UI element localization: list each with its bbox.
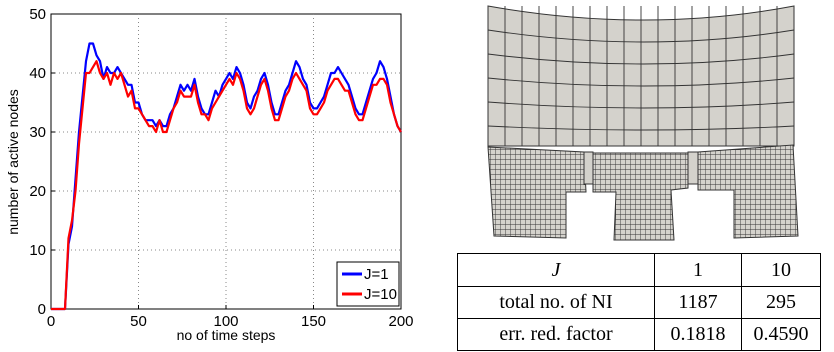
series-line-j1 bbox=[51, 42, 402, 311]
x-tick-label: 0 bbox=[47, 313, 55, 330]
legend-label-j10: J=10 bbox=[364, 286, 397, 303]
legend-box bbox=[336, 261, 400, 307]
table-header-cell: 1 bbox=[654, 253, 742, 287]
table-cell: 1187 bbox=[654, 286, 742, 319]
table-cell: 295 bbox=[741, 286, 821, 319]
y-axis-label: number of active nodes bbox=[5, 89, 21, 235]
y-tick-label: 10 bbox=[29, 242, 46, 259]
coarse-row-line bbox=[487, 77, 795, 87]
plot-area bbox=[50, 13, 402, 310]
mesh-diagram bbox=[487, 5, 799, 241]
coarse-row-line bbox=[487, 101, 795, 109]
x-tick-label: 50 bbox=[130, 313, 147, 330]
table-header-cell: J bbox=[457, 253, 655, 287]
y-tick-label: 0 bbox=[38, 301, 46, 318]
table-row: err. red. factor 0.1818 0.4590 bbox=[457, 318, 821, 351]
y-axis-ticks: 0 10 20 30 40 50 bbox=[29, 6, 55, 318]
results-table: J 1 10 total no. of NI 1187 295 err. red… bbox=[457, 253, 821, 351]
x-axis-ticks: 0 50 100 150 200 bbox=[47, 305, 414, 330]
table-row: total no. of NI 1187 295 bbox=[457, 286, 821, 319]
table-cell: err. red. factor bbox=[457, 318, 655, 351]
coarse-connector-right bbox=[687, 151, 699, 185]
coarse-mesh bbox=[487, 5, 795, 147]
coarse-connector-left bbox=[583, 151, 594, 185]
y-tick-label: 20 bbox=[29, 183, 46, 200]
series-lines bbox=[51, 42, 402, 311]
table-cell: 0.4590 bbox=[741, 318, 821, 351]
x-tick-label: 200 bbox=[388, 313, 413, 330]
coarse-row-line bbox=[487, 53, 795, 65]
series-line-j10 bbox=[51, 60, 402, 311]
fine-block-right bbox=[697, 144, 799, 239]
x-axis-label: no of time steps bbox=[177, 327, 276, 343]
legend-label-j1: J=1 bbox=[364, 266, 389, 283]
legend: J=1 J=10 bbox=[336, 261, 400, 307]
table-header-cell: 10 bbox=[741, 253, 821, 287]
fine-block-middle bbox=[592, 152, 689, 241]
y-tick-label: 50 bbox=[29, 6, 46, 23]
table-header-row: J 1 10 bbox=[457, 253, 821, 287]
y-tick-label: 40 bbox=[29, 65, 46, 82]
coarse-row-line bbox=[487, 125, 795, 131]
coarse-row-line bbox=[487, 29, 795, 43]
x-tick-label: 150 bbox=[301, 313, 326, 330]
x-tick-label: 100 bbox=[213, 313, 238, 330]
table-cell: 0.1818 bbox=[654, 318, 742, 351]
y-tick-label: 30 bbox=[29, 124, 46, 141]
fine-block-left bbox=[487, 146, 587, 239]
table-cell: total no. of NI bbox=[457, 286, 655, 319]
line-chart: 0 50 100 150 200 0 10 20 30 40 50 no of time step… bbox=[5, 6, 414, 343]
fine-mesh bbox=[487, 144, 799, 241]
